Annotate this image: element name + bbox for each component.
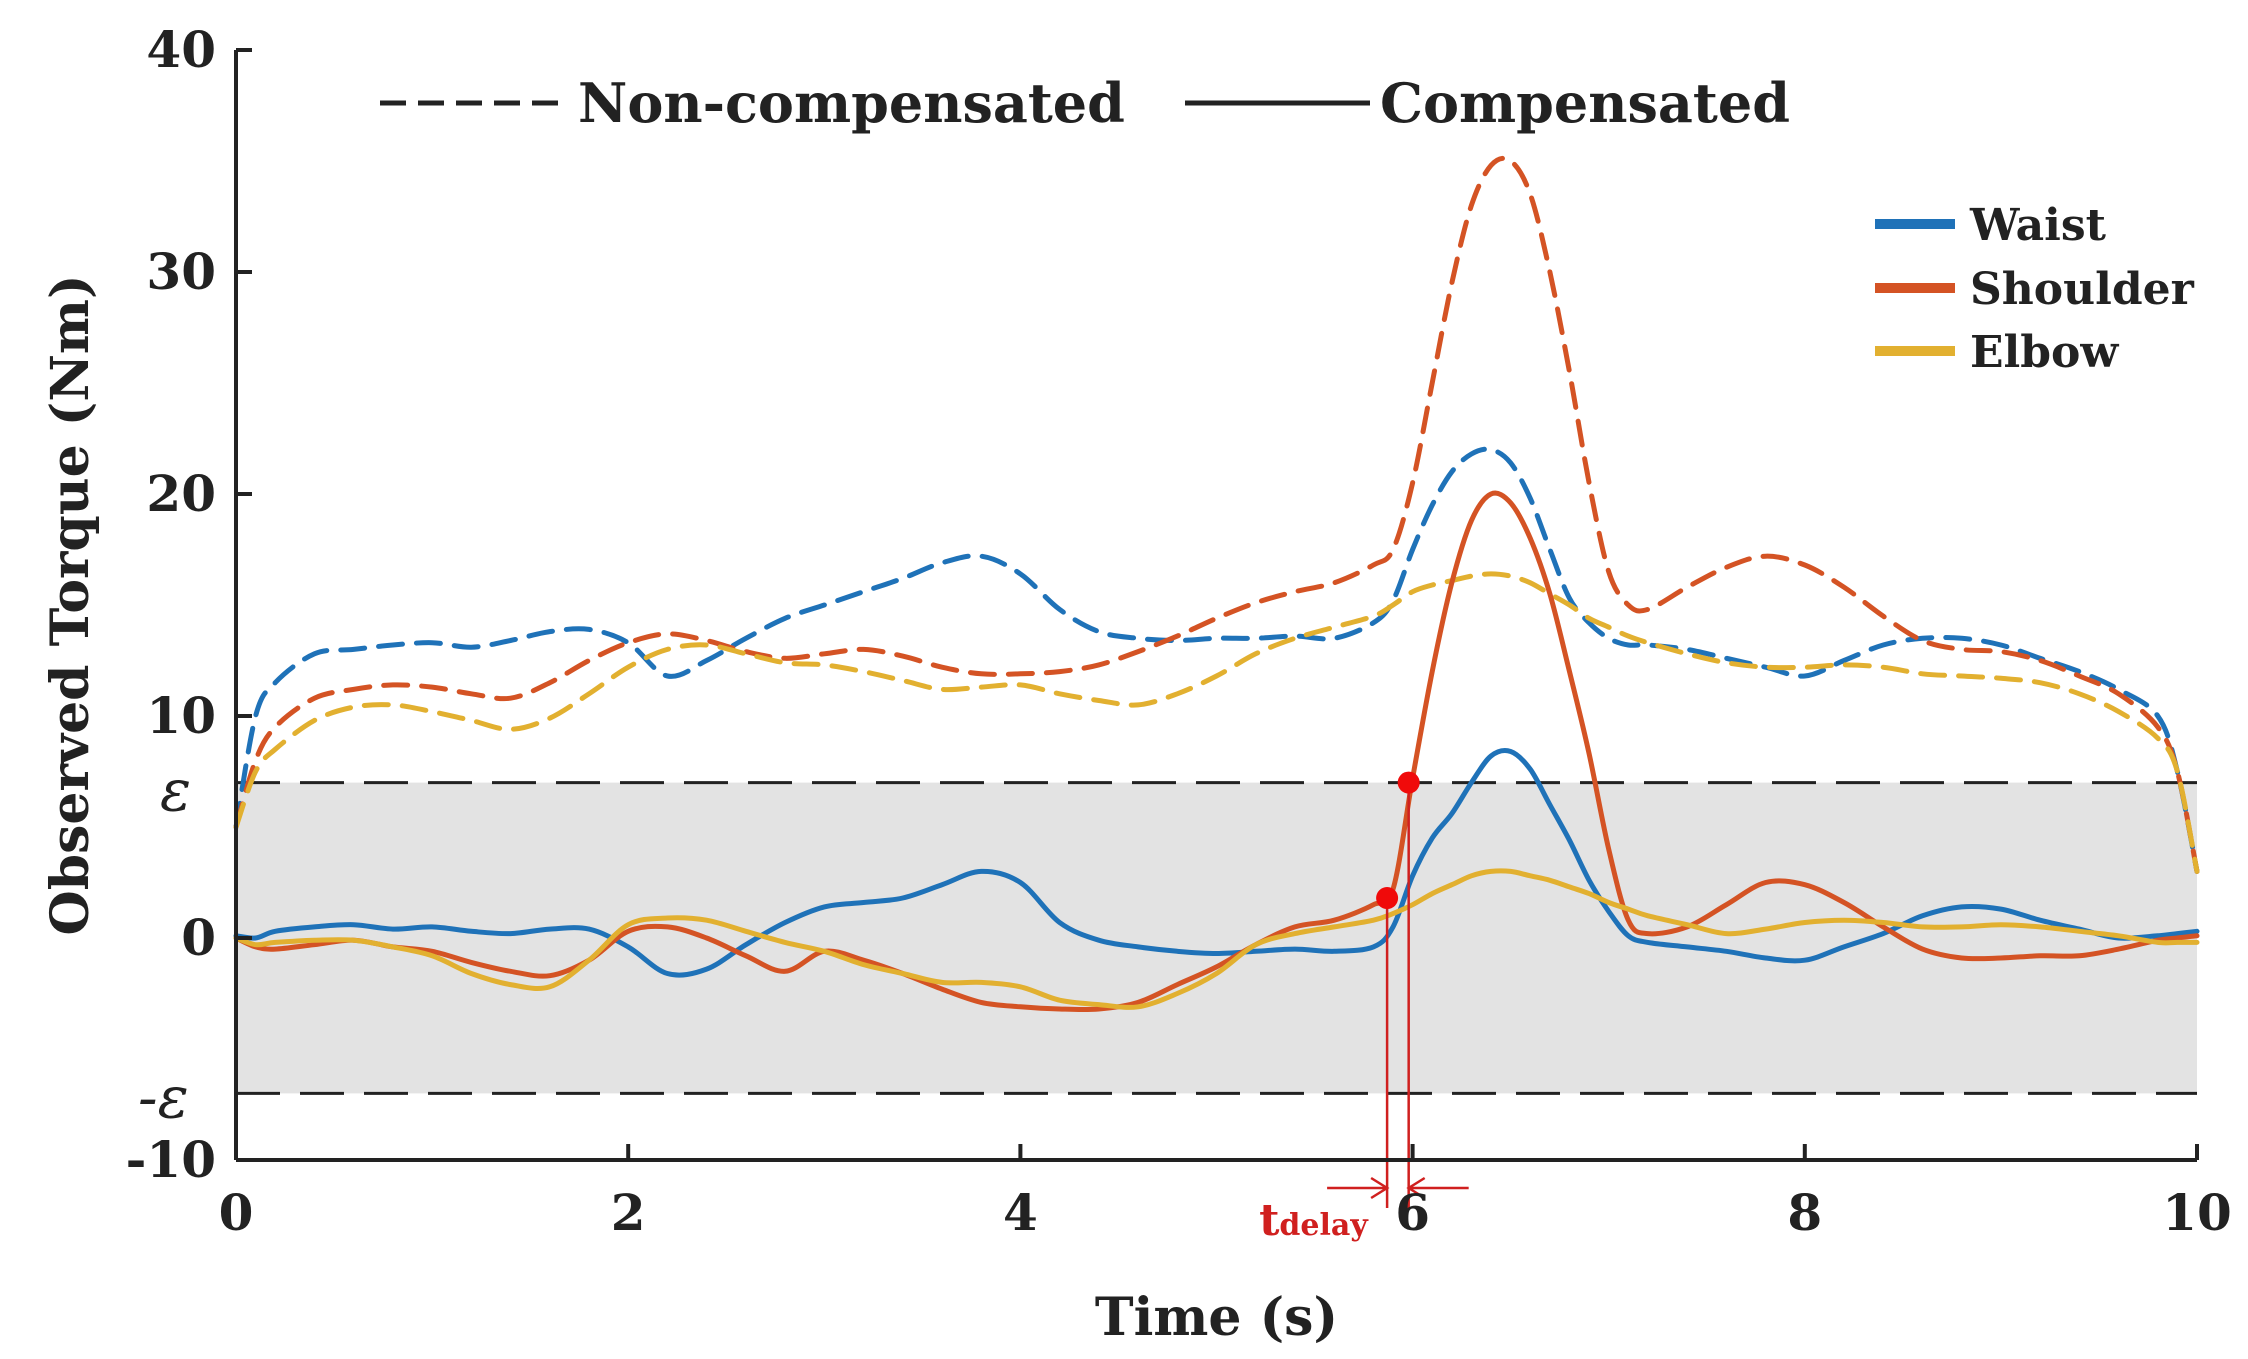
- x-tick-label: 8: [1787, 1183, 1822, 1242]
- color-legend: Waist Shoulder Elbow: [1875, 200, 2195, 378]
- x-tick-label: 2: [611, 1183, 646, 1242]
- epsilon-label: ε: [160, 757, 191, 825]
- delay-annotation: [1327, 771, 1469, 1208]
- series-elbow-compensated: [233, 868, 2200, 1010]
- legend-compensated: Compensated: [1380, 71, 1790, 135]
- neg-epsilon-label: -ε: [138, 1063, 189, 1131]
- style-legend: Non-compensated Compensated: [380, 71, 1790, 135]
- series-shoulder-non-compensated: [233, 155, 2200, 874]
- legend-shoulder-label: Shoulder: [1970, 264, 2195, 315]
- delay-marker-2: [1397, 771, 1420, 794]
- y-tick-label: 20: [146, 464, 216, 523]
- y-tick-label: -10: [126, 1130, 216, 1189]
- y-tick-label: 10: [146, 686, 216, 745]
- delay-marker-1: [1376, 887, 1399, 910]
- tdelay-sub: delay: [1279, 1208, 1369, 1243]
- series-waist-compensated: [233, 748, 2200, 978]
- legend-waist-label: Waist: [1969, 200, 2107, 251]
- tdelay-main: t: [1259, 1195, 1280, 1246]
- legend-elbow-label: Elbow: [1970, 327, 2119, 378]
- y-tick-label: 40: [146, 20, 216, 79]
- legend-non-compensated: Non-compensated: [578, 71, 1125, 135]
- y-axis-title: Observed Torque (Nm): [40, 274, 101, 935]
- delay-arrow-right: [1406, 1176, 1469, 1200]
- y-tick-label: 30: [146, 242, 216, 301]
- series-layer: [233, 155, 2200, 1013]
- x-tick-label: 0: [219, 1183, 254, 1242]
- x-tick-label: 4: [1003, 1183, 1038, 1242]
- series-elbow-non-compensated: [233, 571, 2200, 874]
- x-tick-label: 10: [2162, 1183, 2232, 1242]
- delay-arrow-left: [1327, 1176, 1390, 1200]
- x-axis-title: Time (s): [1095, 1287, 1338, 1348]
- series-waist-non-compensated: [233, 446, 2200, 874]
- x-tick-label: 6: [1395, 1183, 1430, 1242]
- tdelay-label: tdelay: [1259, 1195, 1369, 1246]
- y-tick-label: 0: [181, 908, 216, 967]
